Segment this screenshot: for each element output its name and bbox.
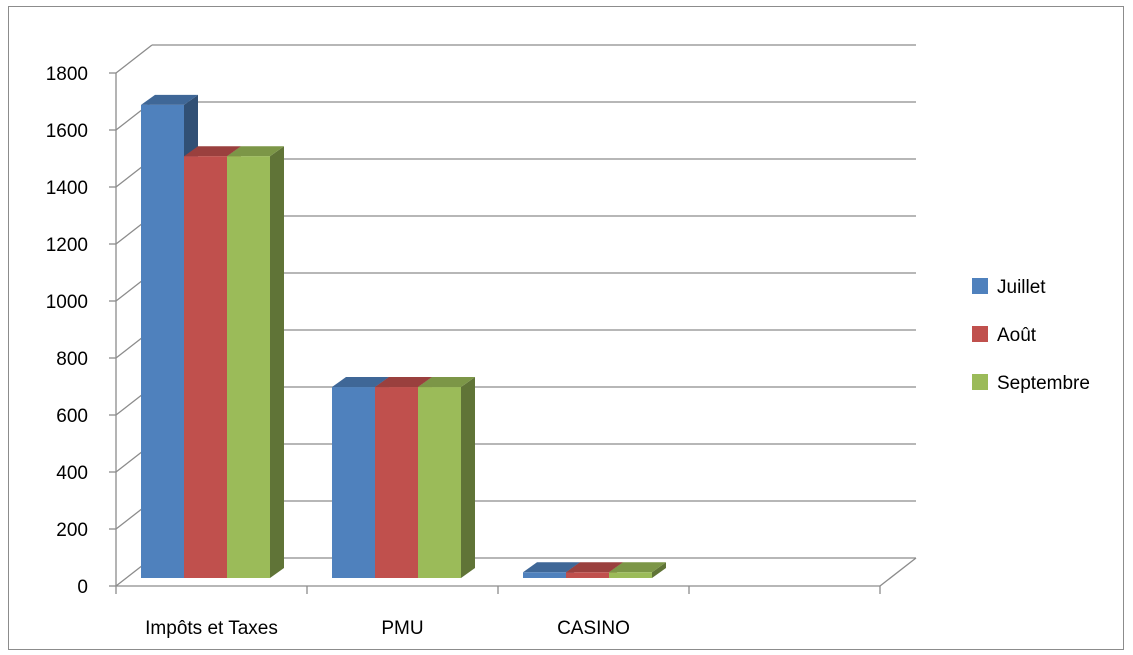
bar-top xyxy=(523,562,580,573)
legend-label: Juillet xyxy=(997,277,1046,298)
x-tick-labels: Impôts et Taxes PMU CASINO xyxy=(145,618,630,639)
y-tick-label: 400 xyxy=(56,463,88,484)
floor-right-edge xyxy=(879,557,917,587)
y-tick-label: 1200 xyxy=(46,235,88,256)
bar xyxy=(609,562,666,578)
bar-front xyxy=(184,156,227,578)
bar-top xyxy=(227,146,284,157)
legend-swatch xyxy=(972,326,988,342)
bar xyxy=(227,146,284,578)
legend-swatch xyxy=(972,278,988,294)
y-tick-label: 1400 xyxy=(46,178,88,199)
y-tick-label: 600 xyxy=(56,406,88,427)
y-tick-label: 1600 xyxy=(46,121,88,142)
bar-side xyxy=(652,562,666,578)
bars xyxy=(141,94,666,579)
bar-top xyxy=(184,146,241,157)
y-tick-label: 1800 xyxy=(46,64,88,85)
x-tick-label: CASINO xyxy=(557,618,630,639)
legend-label: Août xyxy=(997,325,1037,346)
axes xyxy=(109,72,881,594)
bar xyxy=(418,377,475,578)
legend-label: Septembre xyxy=(997,373,1090,394)
bar-front xyxy=(227,156,270,578)
bar-top xyxy=(609,562,666,573)
bar-front xyxy=(609,572,652,578)
x-tick-label: Impôts et Taxes xyxy=(145,618,278,639)
bar-top xyxy=(141,94,198,105)
y-tick-labels: 0 200 400 600 800 1000 1200 1400 1600 1800 xyxy=(46,64,88,598)
bar-top xyxy=(332,377,389,388)
gridline-diagonal xyxy=(115,44,153,74)
bar-front xyxy=(418,387,461,578)
bar-front xyxy=(332,387,375,578)
y-tick-label: 1000 xyxy=(46,292,88,313)
bar-front xyxy=(566,572,609,578)
bar-front xyxy=(375,387,418,578)
bar-top xyxy=(566,562,623,573)
bar-front xyxy=(523,572,566,578)
x-tick-label: PMU xyxy=(381,618,423,639)
bar-front xyxy=(141,104,184,579)
bar-top xyxy=(418,377,475,388)
y-tick-label: 800 xyxy=(56,349,88,370)
bar-top xyxy=(375,377,432,388)
bar-side xyxy=(270,146,284,578)
bar-side xyxy=(461,377,475,578)
y-tick-label: 200 xyxy=(56,520,88,541)
legend: Juillet Août Septembre xyxy=(972,277,1090,394)
y-tick-label: 0 xyxy=(77,577,88,598)
legend-swatch xyxy=(972,374,988,390)
